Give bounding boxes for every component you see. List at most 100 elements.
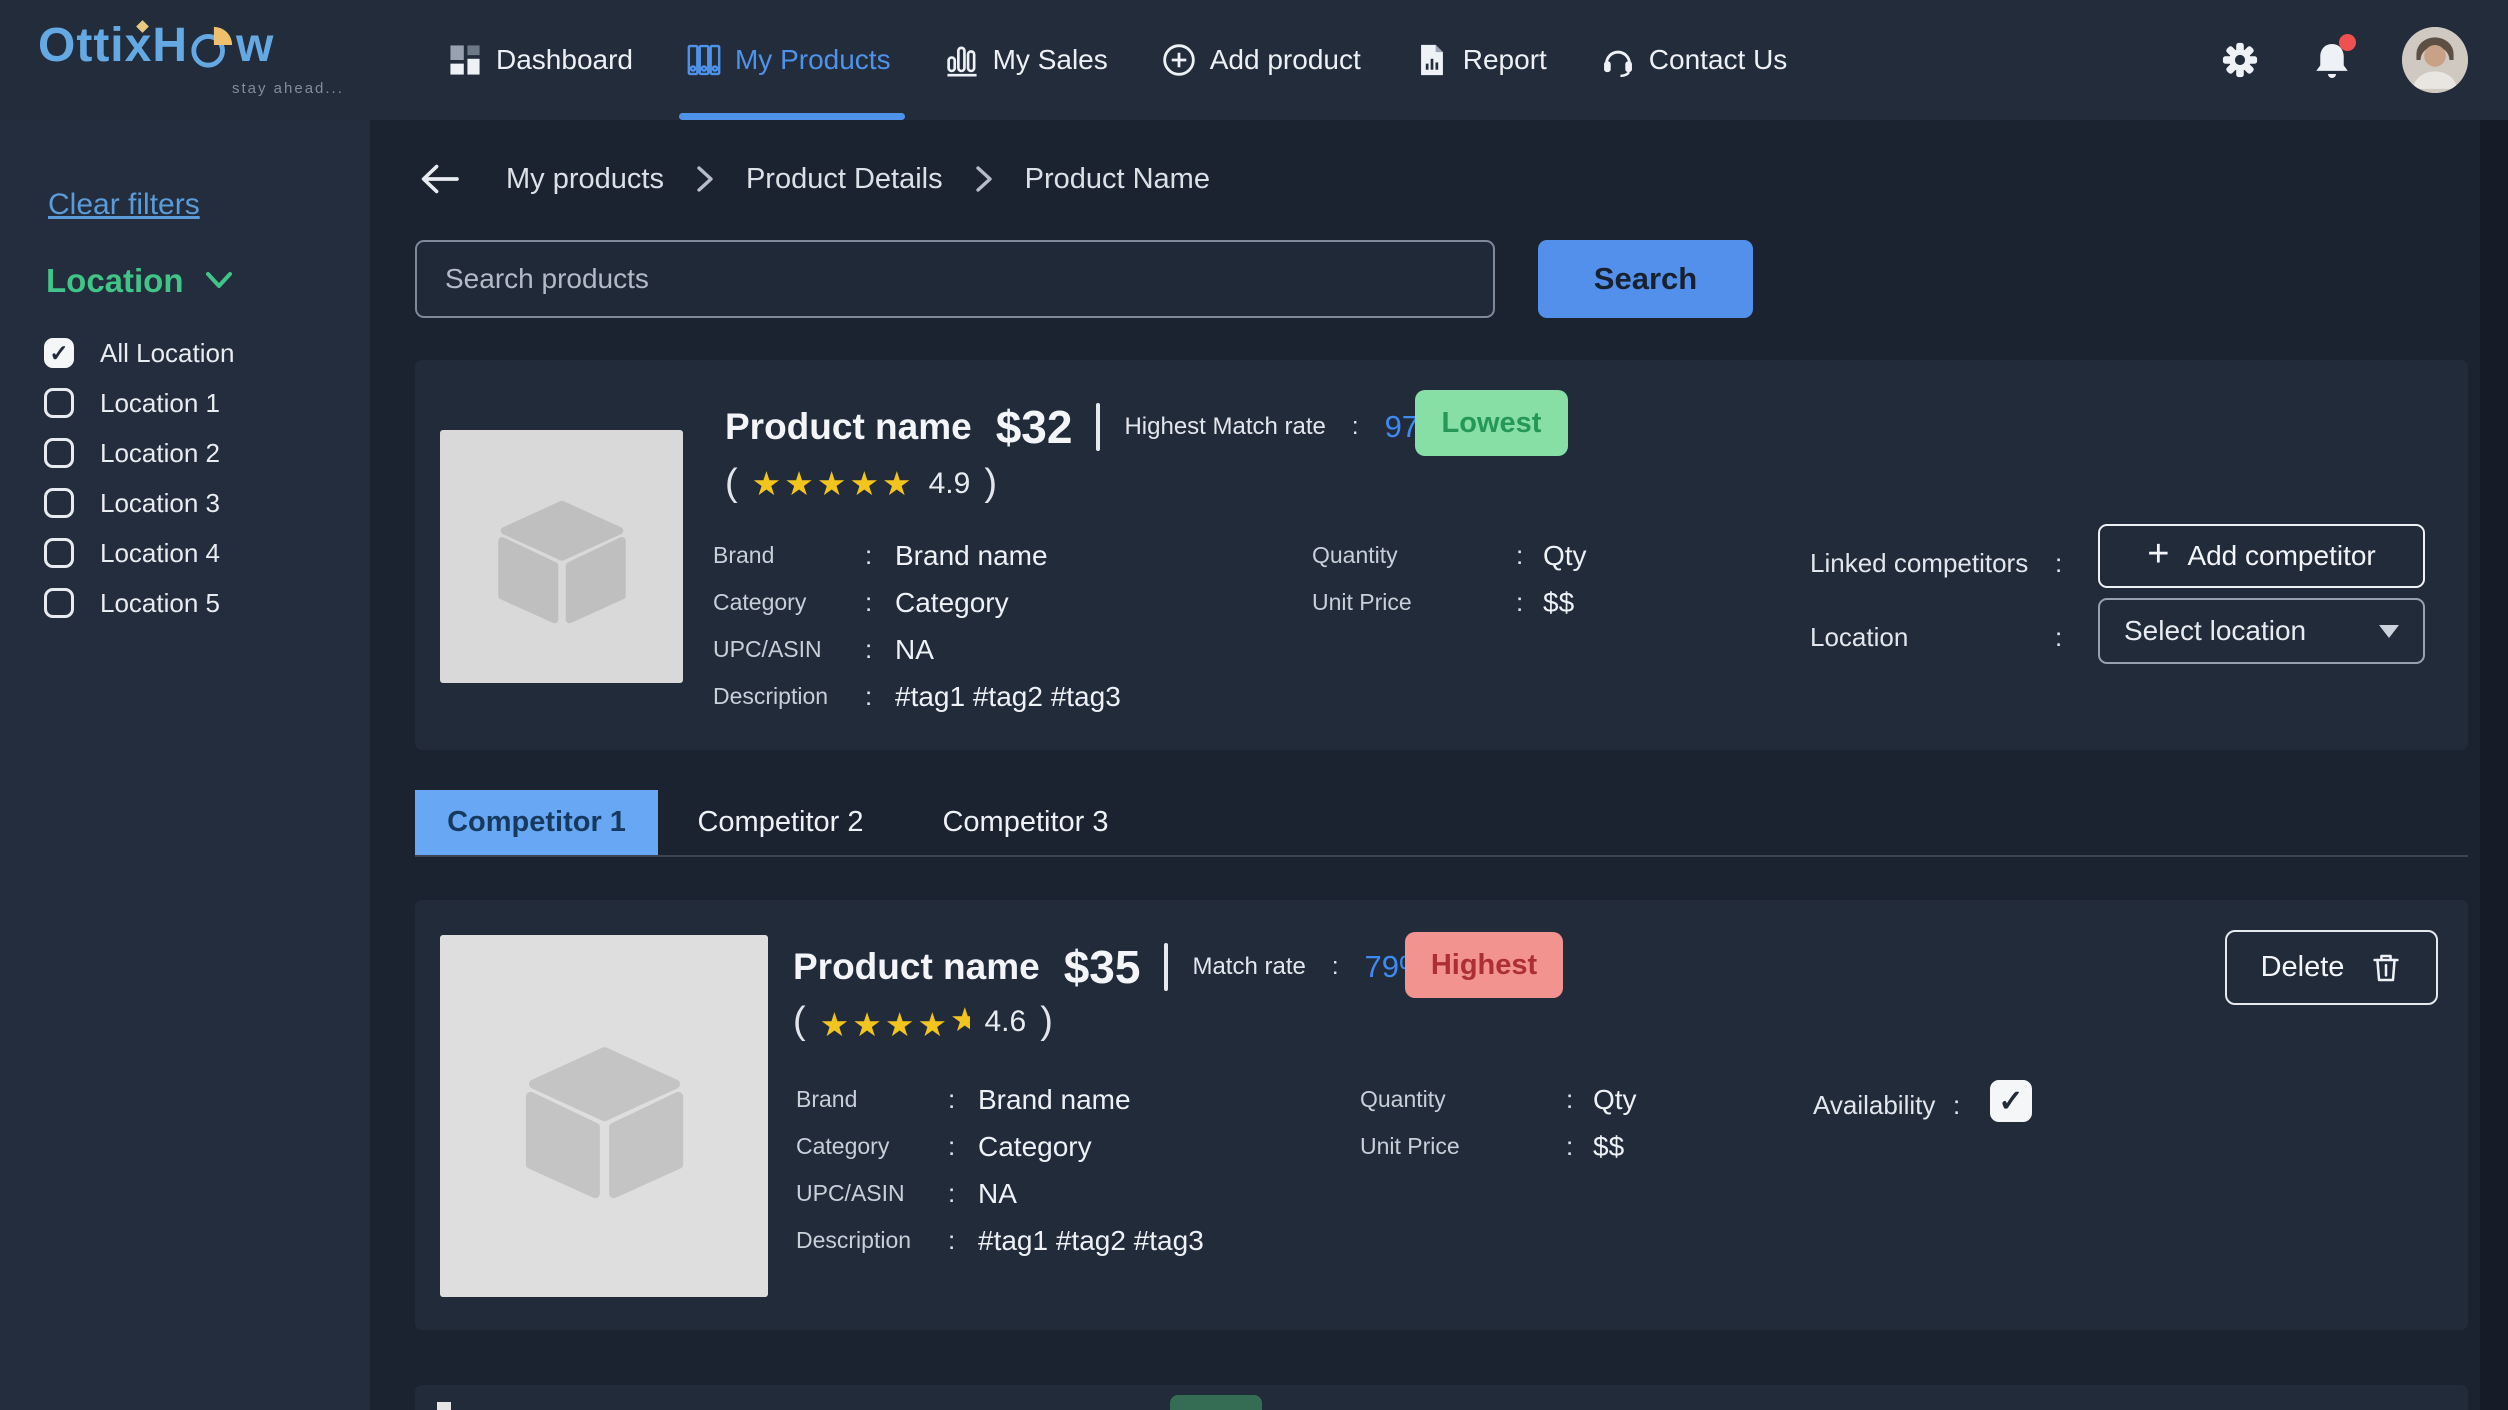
product-details-column: Brand : Brand name Category : Category U…: [713, 532, 1121, 720]
clear-filters-link[interactable]: Clear filters: [48, 188, 200, 221]
nav-my-sales[interactable]: My Sales: [945, 0, 1108, 120]
next-card-image-edge: [437, 1402, 451, 1410]
products-icon: [687, 44, 721, 76]
delete-competitor-button[interactable]: Delete: [2225, 930, 2438, 1005]
app-logo[interactable]: OttixH w stay ahead...: [0, 0, 370, 120]
nav-report[interactable]: Report: [1415, 0, 1547, 120]
nav-add-product[interactable]: Add product: [1162, 0, 1361, 120]
tab-competitor-2[interactable]: Competitor 2: [697, 806, 864, 838]
tab-competitor-1[interactable]: Competitor 1: [415, 790, 658, 855]
checkbox-location-5[interactable]: [44, 588, 74, 618]
highest-price-badge: Highest: [1405, 932, 1563, 998]
detail-row-description: Description : #tag1 #tag2 #tag3: [713, 680, 1121, 712]
headset-icon: [1603, 50, 1632, 77]
location-option-3[interactable]: Location 3: [44, 478, 234, 528]
breadcrumb-my-products[interactable]: My products: [506, 162, 664, 195]
checkbox-location-2[interactable]: [44, 438, 74, 468]
availability-label: Availability: [1813, 1090, 1936, 1120]
rating-value: 4.6: [984, 1004, 1027, 1038]
notification-badge: [2339, 34, 2356, 51]
checkbox-all-location[interactable]: ✓: [44, 338, 74, 368]
checkbox-location-4[interactable]: [44, 538, 74, 568]
settings-button[interactable]: [2218, 38, 2262, 82]
nav-my-products[interactable]: My Products: [678, 0, 905, 120]
notifications-button[interactable]: [2310, 34, 2356, 82]
nav-right-actions: [2218, 0, 2468, 120]
plus-icon: +: [2147, 533, 2170, 575]
gear-icon: [2222, 42, 2258, 78]
select-location-dropdown[interactable]: Select location: [2098, 598, 2425, 664]
competitor-tabs: Competitor 1 Competitor 2 Competitor 3: [415, 790, 1148, 855]
product-title-row: Product name $32 Highest Match rate : 97…: [725, 392, 1447, 462]
product-price: $32: [995, 401, 1073, 453]
location-option-5[interactable]: Location 5: [44, 578, 234, 628]
select-location-value: Select location: [2124, 615, 2307, 646]
paren-close: ): [1040, 1000, 1053, 1042]
package-cube-icon: [525, 1046, 683, 1198]
add-circle-icon: [1163, 44, 1195, 76]
location-option-4[interactable]: Location 4: [44, 528, 234, 578]
search-input[interactable]: [415, 240, 1495, 318]
scrollbar-track[interactable]: [2480, 120, 2508, 1410]
avatar-image: [2402, 27, 2468, 93]
breadcrumb-product-name: Product Name: [1024, 162, 1210, 195]
breadcrumb-separator-icon: [694, 164, 716, 194]
product-name: Product name: [725, 406, 972, 447]
divider: [1164, 943, 1169, 991]
report-document-icon: [1420, 44, 1443, 76]
dashboard-icon: [450, 45, 480, 75]
logo-text-end: w: [236, 19, 275, 72]
sales-chart-icon: [946, 46, 977, 77]
detail-row-brand: Brand : Brand name: [713, 539, 1048, 571]
nav-label: Report: [1462, 44, 1547, 75]
back-arrow-icon[interactable]: [418, 162, 462, 196]
star-rating-icons: ★★★★★: [820, 1003, 971, 1041]
product-qty-column: Quantity : Qty Unit Price : $$: [1312, 532, 1587, 626]
dropdown-caret-icon: [2379, 624, 2399, 638]
location-select-label: Location: [1810, 622, 1909, 652]
competitor-rating: ( ★★★★★ 4.6 ): [793, 1000, 1053, 1043]
competitor-title-row: Product name $35 Match rate : 79%: [793, 932, 1427, 1002]
bell-icon: [2316, 44, 2348, 78]
search-button[interactable]: Search: [1538, 240, 1753, 318]
linked-competitors-label: Linked competitors: [1810, 548, 2029, 578]
detail-row-upc: UPC/ASIN : NA: [796, 1177, 1017, 1209]
competitor-price: $35: [1063, 941, 1141, 993]
competitor-image-placeholder: [440, 935, 768, 1297]
paren-close: ): [984, 462, 997, 504]
paren-open: (: [793, 1000, 806, 1042]
tab-competitor-3[interactable]: Competitor 3: [942, 806, 1109, 838]
checkbox-location-3[interactable]: [44, 488, 74, 518]
half-star-icon: ★: [950, 1002, 971, 1036]
detail-row-quantity: Quantity : Qty: [1312, 539, 1587, 571]
breadcrumb-separator-icon: [973, 164, 995, 194]
pie-chart-logo-icon: [191, 26, 233, 68]
product-summary-card: Product name $32 Highest Match rate : 97…: [415, 360, 2468, 750]
nav-dashboard[interactable]: Dashboard: [448, 0, 633, 120]
breadcrumb-product-details[interactable]: Product Details: [745, 162, 943, 195]
location-options-list: ✓ All Location Location 1 Location 2 Loc…: [44, 328, 234, 628]
paren-open: (: [725, 462, 738, 504]
location-option-1[interactable]: Location 1: [44, 378, 234, 428]
location-option-all[interactable]: ✓ All Location: [44, 328, 234, 378]
user-avatar[interactable]: [2402, 27, 2468, 93]
nav-label: Dashboard: [496, 44, 633, 75]
nav-label: My Products: [734, 44, 891, 75]
availability-checkbox[interactable]: ✓: [1990, 1080, 2032, 1122]
star-rating-icons: ★★★★★: [752, 467, 915, 500]
star-icon: ★: [849, 465, 883, 502]
match-rate-label: Highest Match rate: [1124, 413, 1326, 440]
logo-text: OttixH: [38, 19, 188, 72]
location-filter-header[interactable]: Location: [46, 262, 234, 300]
checkbox-location-1[interactable]: [44, 388, 74, 418]
add-competitor-button[interactable]: + Add competitor: [2098, 524, 2425, 588]
rating-value: 4.9: [928, 466, 971, 500]
star-icon: ★: [751, 465, 785, 502]
nav-contact-us[interactable]: Contact Us: [1601, 0, 1787, 120]
next-competitor-card-partial: [415, 1385, 2468, 1410]
nav-label: Add product: [1209, 44, 1361, 75]
star-icon: ★: [852, 1005, 885, 1043]
star-icon: ★: [819, 1005, 853, 1043]
location-option-2[interactable]: Location 2: [44, 428, 234, 478]
detail-row-description: Description : #tag1 #tag2 #tag3: [796, 1224, 1204, 1256]
